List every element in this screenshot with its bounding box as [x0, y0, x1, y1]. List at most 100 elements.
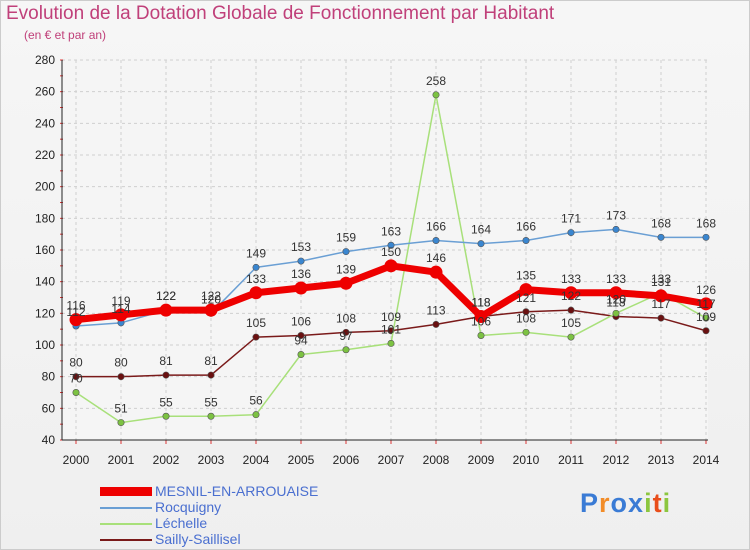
data-point-l-chelle	[342, 346, 350, 354]
data-point-rocquigny	[567, 229, 575, 237]
x-tick-label: 2006	[333, 453, 360, 467]
data-label-rocquigny: 168	[651, 216, 671, 230]
y-tick-label: 280	[35, 53, 55, 67]
y-tick-label: 60	[42, 401, 56, 415]
data-label-sailly-saillisel: 122	[561, 289, 581, 303]
data-label-sailly-saillisel: 113	[426, 303, 445, 317]
logo-letter: t	[652, 488, 663, 518]
data-label-mesnil-en-arrouaise: 139	[336, 262, 356, 276]
data-point-mesnil-en-arrouaise	[699, 297, 713, 311]
data-point-mesnil-en-arrouaise	[294, 281, 308, 295]
logo-letter: i	[662, 488, 672, 518]
data-label-rocquigny: 173	[606, 208, 626, 222]
data-point-mesnil-en-arrouaise	[204, 303, 218, 317]
y-tick-label: 240	[35, 116, 55, 130]
data-label-mesnil-en-arrouaise: 150	[381, 245, 401, 259]
data-label-rocquigny: 163	[381, 224, 401, 238]
data-label-sailly-saillisel: 121	[516, 291, 536, 305]
proxiti-logo: Proxiti	[580, 488, 671, 519]
data-label-rocquigny: 149	[246, 246, 266, 260]
y-tick-label: 220	[35, 148, 55, 162]
data-label-l-chelle: 70	[69, 372, 83, 386]
y-tick-label: 160	[35, 243, 55, 257]
y-tick-label: 180	[35, 211, 55, 225]
data-point-l-chelle	[432, 91, 440, 99]
data-label-l-chelle: 120	[606, 292, 626, 306]
data-label-l-chelle: 97	[339, 329, 353, 343]
data-label-l-chelle: 101	[381, 322, 401, 336]
legend-swatch	[100, 507, 152, 509]
data-label-l-chelle: 106	[471, 315, 491, 329]
data-point-sailly-saillisel	[297, 331, 305, 339]
legend-label: Rocquigny	[155, 499, 222, 515]
data-point-mesnil-en-arrouaise	[474, 310, 488, 323]
data-label-l-chelle: 105	[561, 316, 581, 330]
data-label-sailly-saillisel: 105	[246, 316, 266, 330]
logo-letter: o	[610, 488, 629, 518]
logo-letter: r	[599, 488, 611, 518]
chart-subtitle: (en € et par an)	[24, 28, 107, 42]
data-point-rocquigny	[387, 241, 395, 249]
data-label-mesnil-en-arrouaise: 122	[156, 289, 176, 303]
gridlines	[62, 59, 708, 441]
data-point-sailly-saillisel	[162, 371, 170, 379]
x-tick-label: 2001	[108, 453, 135, 467]
data-label-sailly-saillisel: 117	[651, 297, 670, 311]
x-tick-label: 2004	[243, 453, 270, 467]
chart-title: Evolution de la Dotation Globale de Fonc…	[6, 3, 555, 24]
data-point-l-chelle	[117, 419, 125, 427]
data-label-sailly-saillisel: 109	[696, 310, 716, 324]
x-tick-label: 2014	[693, 453, 720, 467]
data-point-sailly-saillisel	[117, 373, 125, 381]
data-point-l-chelle	[252, 411, 260, 419]
data-point-mesnil-en-arrouaise	[69, 313, 83, 327]
data-point-rocquigny	[477, 240, 485, 248]
data-label-rocquigny: 122	[156, 289, 176, 303]
data-label-rocquigny: 114	[111, 302, 130, 316]
data-label-mesnil-en-arrouaise: 119	[111, 294, 130, 308]
data-point-rocquigny	[252, 263, 260, 271]
x-tick-label: 2007	[378, 453, 405, 467]
data-label-rocquigny: 166	[426, 220, 446, 234]
data-point-l-chelle	[162, 412, 170, 420]
data-point-rocquigny	[657, 233, 665, 241]
data-label-sailly-saillisel: 106	[291, 315, 311, 329]
data-label-mesnil-en-arrouaise: 146	[426, 251, 446, 265]
data-point-sailly-saillisel	[342, 328, 350, 336]
data-point-sailly-saillisel	[567, 306, 575, 314]
data-label-rocquigny: 120	[201, 292, 221, 306]
y-tick-label: 120	[35, 306, 55, 320]
data-point-sailly-saillisel	[207, 371, 215, 379]
data-label-rocquigny: 171	[561, 212, 581, 226]
data-label-rocquigny: 159	[336, 231, 356, 245]
data-point-l-chelle	[702, 314, 710, 322]
data-label-l-chelle: 55	[204, 395, 218, 409]
data-point-l-chelle	[477, 331, 485, 339]
data-label-sailly-saillisel: 80	[69, 356, 83, 370]
data-point-rocquigny	[342, 248, 350, 256]
x-tick-label: 2011	[558, 453, 584, 467]
data-point-mesnil-en-arrouaise	[564, 286, 578, 300]
data-label-sailly-saillisel: 109	[381, 310, 401, 324]
data-point-mesnil-en-arrouaise	[249, 286, 263, 300]
legend-label: Léchelle	[155, 515, 208, 531]
data-label-rocquigny: 164	[471, 223, 491, 237]
data-label-rocquigny: 168	[696, 216, 716, 230]
data-point-mesnil-en-arrouaise	[519, 283, 533, 297]
data-point-rocquigny	[612, 225, 620, 233]
data-label-mesnil-en-arrouaise: 122	[201, 289, 221, 303]
data-point-rocquigny	[522, 237, 530, 245]
data-label-l-chelle: 133	[651, 272, 671, 286]
data-label-sailly-saillisel: 81	[159, 354, 173, 368]
data-point-mesnil-en-arrouaise	[609, 286, 623, 300]
x-tick-label: 2009	[468, 453, 495, 467]
data-label-l-chelle: 94	[294, 334, 308, 348]
y-tick-label: 260	[35, 85, 55, 99]
y-tick-label: 80	[42, 370, 56, 384]
data-point-rocquigny	[297, 257, 305, 265]
legend-swatch	[100, 523, 152, 525]
x-tick-label: 2013	[648, 453, 675, 467]
data-point-sailly-saillisel	[522, 308, 530, 316]
data-point-l-chelle	[522, 328, 530, 336]
